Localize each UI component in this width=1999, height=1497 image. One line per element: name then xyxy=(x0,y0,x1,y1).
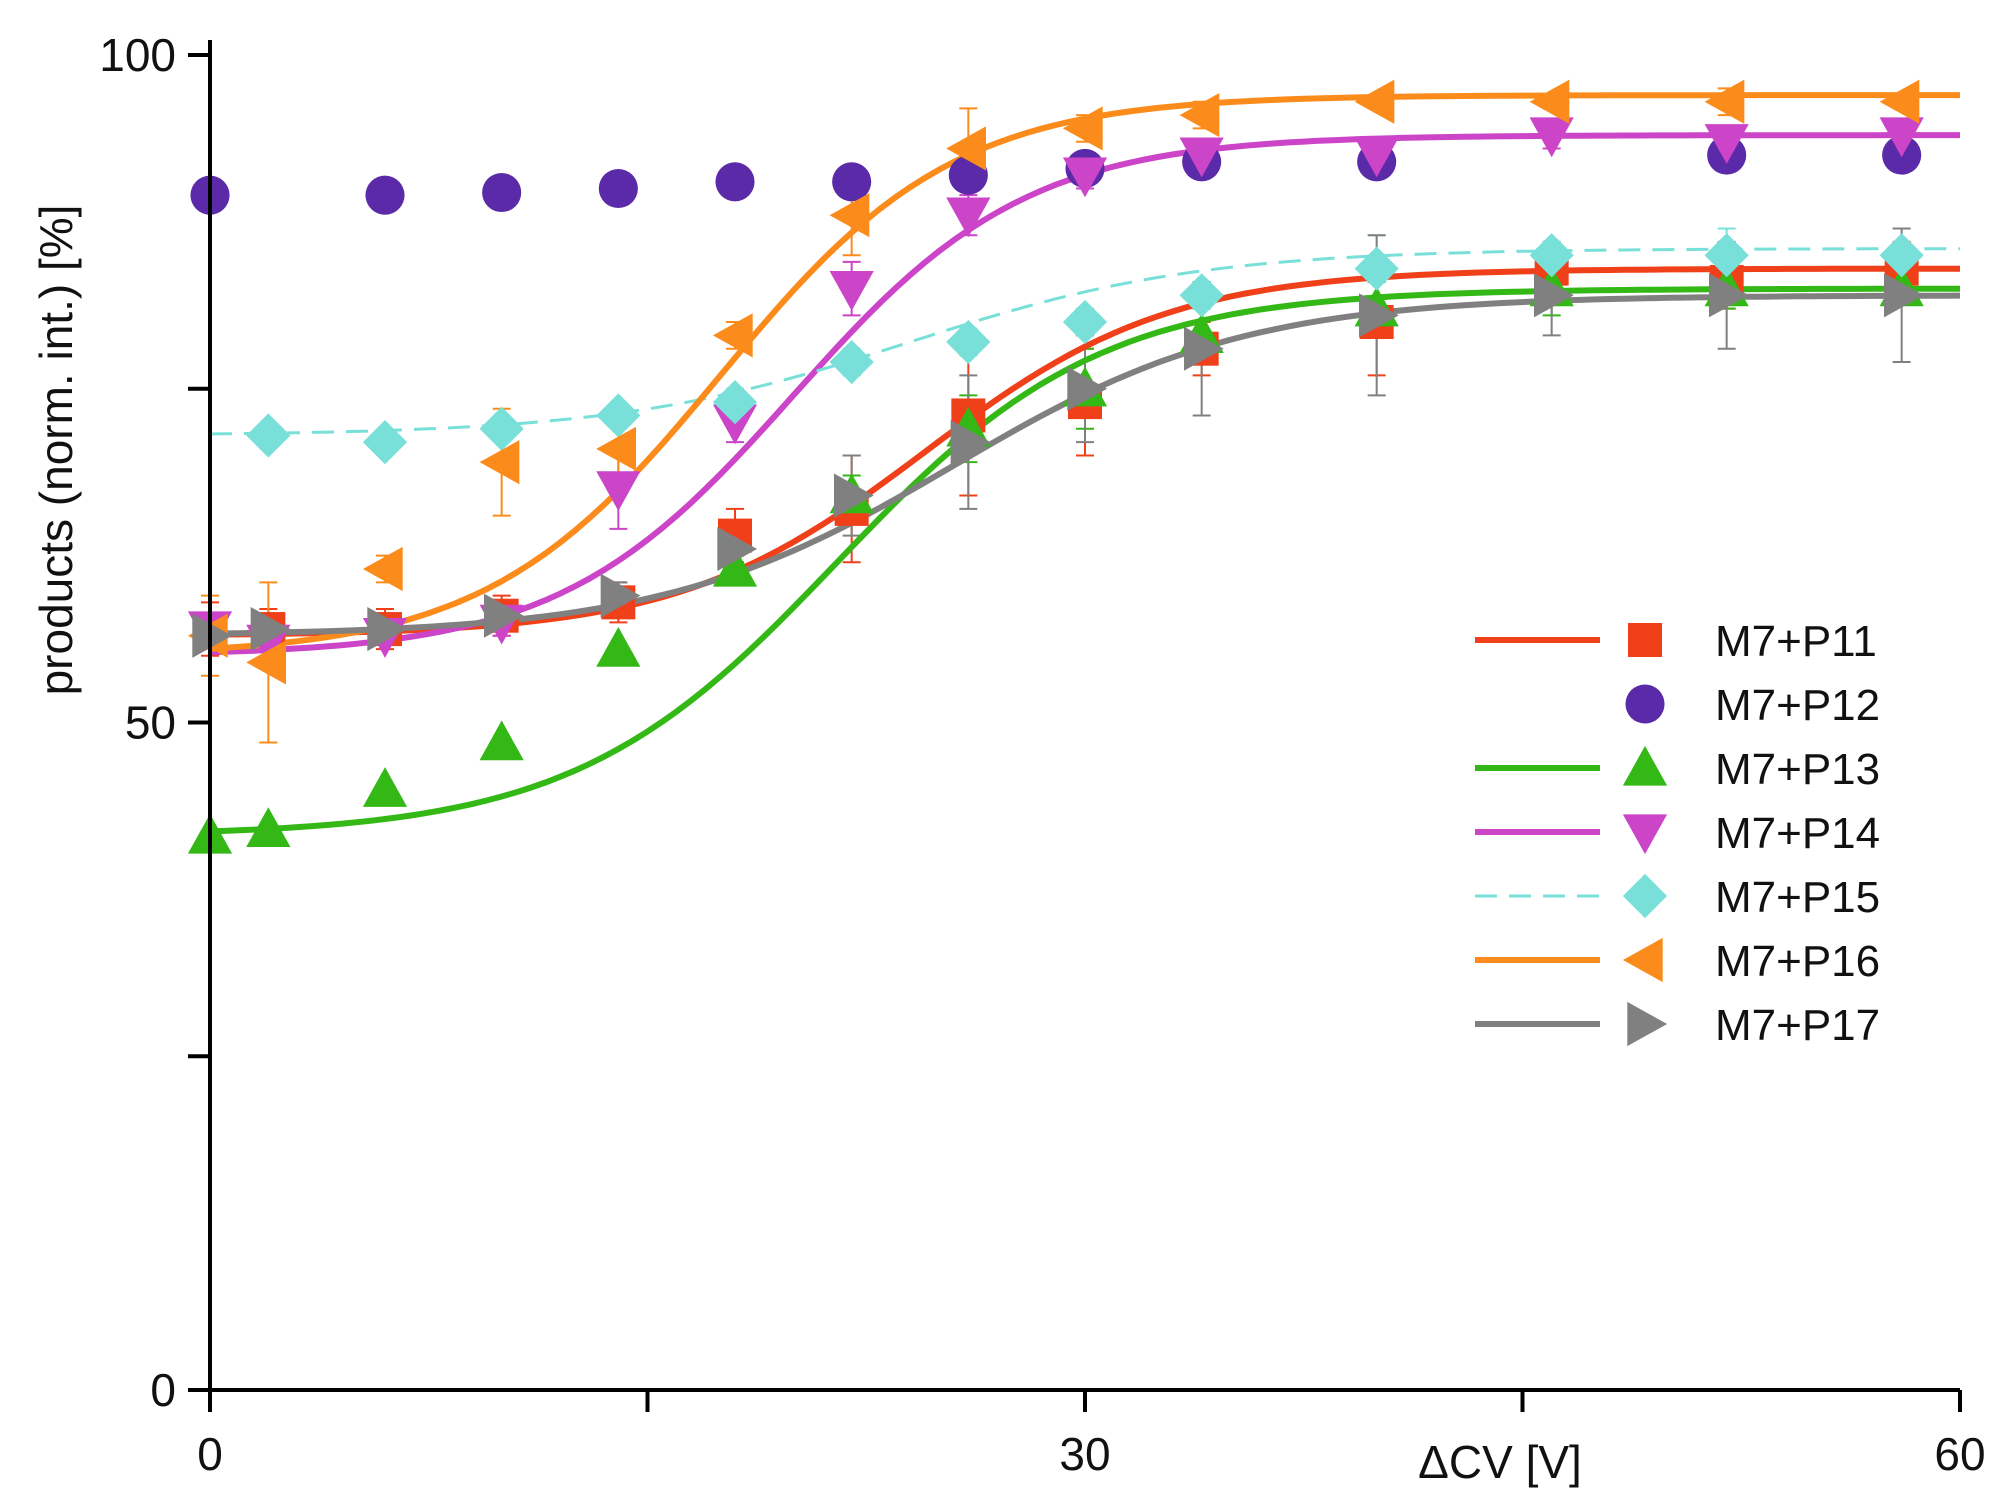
x-tick-label: 30 xyxy=(1059,1428,1110,1480)
data-point-m7-p13 xyxy=(712,546,758,587)
data-point-m7-p16 xyxy=(712,313,753,358)
legend-entry-m7-p15: M7+P15 xyxy=(1475,873,1880,922)
x-tick-label: 60 xyxy=(1934,1428,1985,1480)
data-point-m7-p13 xyxy=(479,720,524,761)
legend-marker xyxy=(1625,684,1665,724)
data-point-m7-p14 xyxy=(596,471,641,511)
x-axis-title: ΔCV [V] xyxy=(1418,1436,1582,1488)
y-axis-title: products (norm. int.) [%] xyxy=(30,205,82,696)
data-point-m7-p16 xyxy=(946,126,987,171)
data-point-m7-p15 xyxy=(712,380,758,425)
legend-marker xyxy=(1622,873,1668,919)
data-point-m7-p15 xyxy=(246,413,291,458)
data-point-m7-p17 xyxy=(1533,273,1574,318)
data-point-m7-p17 xyxy=(600,573,641,618)
data-point-m7-p14 xyxy=(946,197,991,238)
data-point-m7-p16 xyxy=(1529,79,1570,124)
y-tick-label: 50 xyxy=(125,697,176,749)
legend-label: M7+P11 xyxy=(1715,617,1877,666)
data-point-m7-p17 xyxy=(483,593,524,638)
legend-marker xyxy=(1628,623,1662,657)
legend-label: M7+P16 xyxy=(1715,937,1880,986)
data-point-m7-p15 xyxy=(946,319,991,365)
data-point-m7-p12 xyxy=(598,168,638,209)
data-point-m7-p17 xyxy=(1067,366,1108,411)
data-point-m7-p12 xyxy=(482,172,522,213)
data-point-m7-p17 xyxy=(1358,293,1399,338)
legend-label: M7+P17 xyxy=(1715,1001,1880,1050)
legend-entry-m7-p12: M7+P12 xyxy=(1625,681,1880,730)
data-point-m7-p16 xyxy=(1879,79,1920,124)
legend-entry-m7-p13: M7+P13 xyxy=(1475,745,1880,794)
legend-label: M7+P13 xyxy=(1715,745,1880,794)
data-point-m7-p15 xyxy=(596,393,641,438)
legend-entry-m7-p16: M7+P16 xyxy=(1475,937,1880,986)
data-point-m7-p15 xyxy=(479,406,524,451)
data-point-m7-p16 xyxy=(1062,106,1103,151)
data-point-m7-p17 xyxy=(1708,273,1749,318)
data-point-m7-p16 xyxy=(596,426,637,471)
data-point-m7-p14 xyxy=(1062,157,1108,198)
data-point-m7-p15 xyxy=(829,339,874,385)
legend-label: M7+P15 xyxy=(1715,873,1880,922)
data-point-m7-p17 xyxy=(1183,326,1224,371)
data-point-m7-p17 xyxy=(1883,273,1924,318)
y-tick-label: 100 xyxy=(99,29,176,81)
data-point-m7-p16 xyxy=(479,440,520,485)
data-point-m7-p15 xyxy=(1062,299,1108,345)
data-point-m7-p15 xyxy=(1354,246,1399,291)
data-point-m7-p12 xyxy=(832,162,872,202)
y-tick-label: 0 xyxy=(150,1364,176,1416)
data-point-m7-p17 xyxy=(833,473,874,518)
data-point-m7-p14 xyxy=(1704,124,1749,164)
data-point-m7-p13 xyxy=(362,767,408,807)
data-point-m7-p12 xyxy=(365,175,405,215)
legend-marker xyxy=(1622,937,1663,983)
data-point-m7-p15 xyxy=(1529,233,1574,278)
data-point-m7-p14 xyxy=(1529,117,1574,158)
data-point-m7-p13 xyxy=(246,807,291,847)
legend-entry-m7-p11: M7+P11 xyxy=(1475,617,1877,666)
legend-marker xyxy=(1627,1001,1668,1047)
legend-label: M7+P12 xyxy=(1715,681,1880,730)
data-point-m7-p17 xyxy=(367,606,408,652)
data-point-m7-p17 xyxy=(950,420,991,465)
data-point-m7-p16 xyxy=(362,546,403,592)
data-point-m7-p17 xyxy=(192,613,233,658)
data-point-m7-p14 xyxy=(1879,117,1924,158)
plot-area xyxy=(187,79,1961,854)
legend-marker xyxy=(1622,814,1668,855)
x-tick-label: 0 xyxy=(197,1428,223,1480)
data-point-m7-p15 xyxy=(1704,233,1749,278)
data-point-m7-p12 xyxy=(715,162,755,202)
data-point-m7-p16 xyxy=(1354,79,1395,124)
data-point-m7-p14 xyxy=(829,270,874,311)
data-point-m7-p16 xyxy=(829,193,870,238)
data-point-m7-p14 xyxy=(1354,137,1399,178)
data-point-m7-p17 xyxy=(717,526,758,572)
data-point-m7-p14 xyxy=(712,404,758,445)
fit-line-m7-p13 xyxy=(209,285,1960,835)
data-point-m7-p13 xyxy=(596,626,641,667)
data-point-m7-p17 xyxy=(250,606,291,652)
data-point-m7-p14 xyxy=(1179,137,1224,178)
legend: M7+P11 M7+P12 M7+P13 M7+P14 M7+P15 M7+P16 M7+P… xyxy=(1475,617,1880,1050)
legend-label: M7+P14 xyxy=(1715,809,1880,858)
data-point-m7-p16 xyxy=(1704,79,1745,124)
data-point-m7-p16 xyxy=(246,640,287,685)
data-point-m7-p15 xyxy=(1879,233,1924,278)
axes: 0 50 100 0 30 60 xyxy=(99,29,1985,1480)
data-point-m7-p15 xyxy=(1179,273,1224,318)
legend-marker xyxy=(1622,745,1668,786)
data-point-m7-p15 xyxy=(362,420,408,465)
legend-entry-m7-p17: M7+P17 xyxy=(1475,1001,1880,1050)
legend-entry-m7-p14: M7+P14 xyxy=(1475,809,1880,858)
data-point-m7-p16 xyxy=(1179,92,1220,138)
